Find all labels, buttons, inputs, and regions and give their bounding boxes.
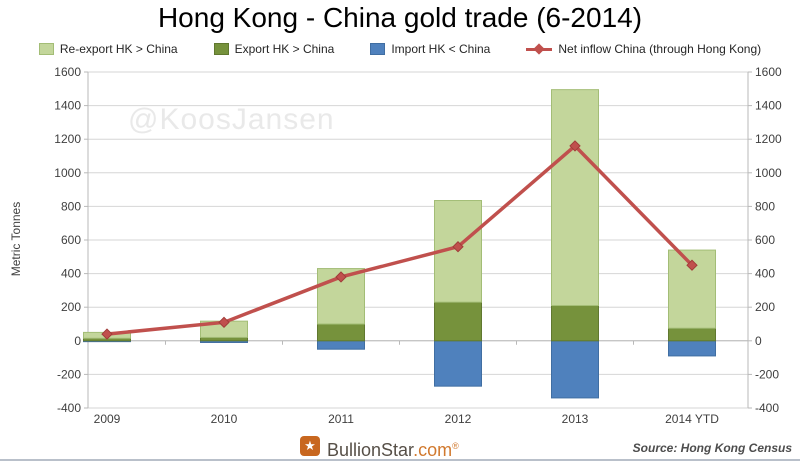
net-inflow-marker (335, 271, 347, 283)
y-tick-label-right: 1600 (755, 65, 782, 79)
net-inflow-marker (686, 259, 698, 271)
bullionstar-logo: ★ BullionStar.com® (300, 436, 459, 461)
netinflow-line-icon (526, 43, 553, 55)
y-tick-label-left: 800 (61, 199, 81, 213)
y-tick-label-left: 1200 (54, 132, 81, 146)
net-inflow-marker (101, 328, 113, 340)
bar-segment (551, 305, 599, 342)
bar-segment (668, 327, 716, 342)
y-tick-label-left: 1000 (54, 166, 81, 180)
gridlines (88, 71, 748, 409)
bullionstar-star-icon: ★ (300, 436, 320, 456)
reexport-swatch-icon (38, 43, 54, 55)
y-tick-label-right: 400 (755, 267, 775, 281)
x-tick-label: 2014 YTD (665, 412, 719, 426)
net-inflow-marker (569, 140, 581, 152)
y-tick-label-right: 1000 (755, 166, 782, 180)
y-tick-label-right: 0 (755, 334, 762, 348)
legend-label-netinflow: Net inflow China (through Hong Kong) (558, 42, 762, 56)
bottom-divider (0, 459, 800, 461)
export-swatch-icon (213, 43, 229, 55)
x-tick-label: 2009 (94, 412, 121, 426)
source-text: Source: Hong Kong Census (632, 441, 792, 455)
net-inflow-marker (452, 241, 464, 253)
x-tick-label: 2011 (328, 412, 354, 426)
y-tick-label-left: -400 (57, 401, 81, 415)
legend-item-import: Import HK < China (370, 42, 490, 56)
y-tick-label-right: 1400 (755, 99, 782, 113)
brand-name: BullionStar (327, 440, 414, 460)
bar-segment (551, 340, 599, 399)
x-tick-label: 2010 (211, 412, 238, 426)
y-tick-label-left: -200 (57, 367, 81, 381)
y-tick-label-right: 200 (755, 300, 775, 314)
brand-tld: .com (413, 440, 453, 460)
legend-item-export: Export HK > China (213, 42, 335, 56)
watermark: @KoosJansen (128, 103, 335, 136)
net-inflow-line (106, 143, 694, 336)
bar-segment (434, 340, 482, 387)
brand-text: BullionStar.com® (327, 436, 459, 461)
y-tick-label-right: 800 (755, 199, 775, 213)
y-tick-label-right: 1200 (755, 132, 782, 146)
net-inflow-marker (218, 316, 230, 329)
bar-segment (317, 323, 365, 342)
legend: Re-export HK > China Export HK > China I… (0, 42, 800, 56)
legend-label-import: Import HK < China (391, 42, 491, 56)
legend-label-reexport: Re-export HK > China (59, 42, 178, 56)
axis-tick-labels: -400 -400 -200 -200 0 0 200 200 400 400 600 600 800 8… (54, 65, 782, 426)
chart-title: Hong Kong - China gold trade (6-2014) (157, 2, 643, 33)
legend-item-reexport: Re-export HK > China (38, 42, 178, 56)
y-tick-label-left: 1600 (54, 65, 81, 79)
bar-segment (668, 340, 716, 357)
x-tick-label: 2013 (562, 412, 589, 426)
legend-label-export: Export HK > China (234, 42, 335, 56)
bar-segment (551, 89, 599, 307)
registered-mark: ® (452, 441, 459, 451)
y-tick-label-left: 1400 (54, 99, 81, 113)
y-tick-label-right: -200 (755, 367, 779, 381)
y-tick-label-left: 400 (61, 267, 81, 281)
y-tick-label-left: 0 (74, 334, 81, 348)
y-tick-label-left: 200 (61, 300, 81, 314)
bars (83, 89, 716, 399)
bar-segment (200, 336, 248, 342)
import-swatch-icon (370, 43, 386, 55)
bar-segment (317, 340, 365, 350)
y-tick-label-right: 600 (755, 233, 775, 247)
y-tick-label-right: -400 (755, 401, 779, 415)
legend-item-netinflow: Net inflow China (through Hong Kong) (526, 42, 761, 56)
x-tick-label: 2012 (445, 412, 472, 426)
y-tick-label-left: 600 (61, 233, 81, 247)
bar-segment (434, 301, 482, 342)
